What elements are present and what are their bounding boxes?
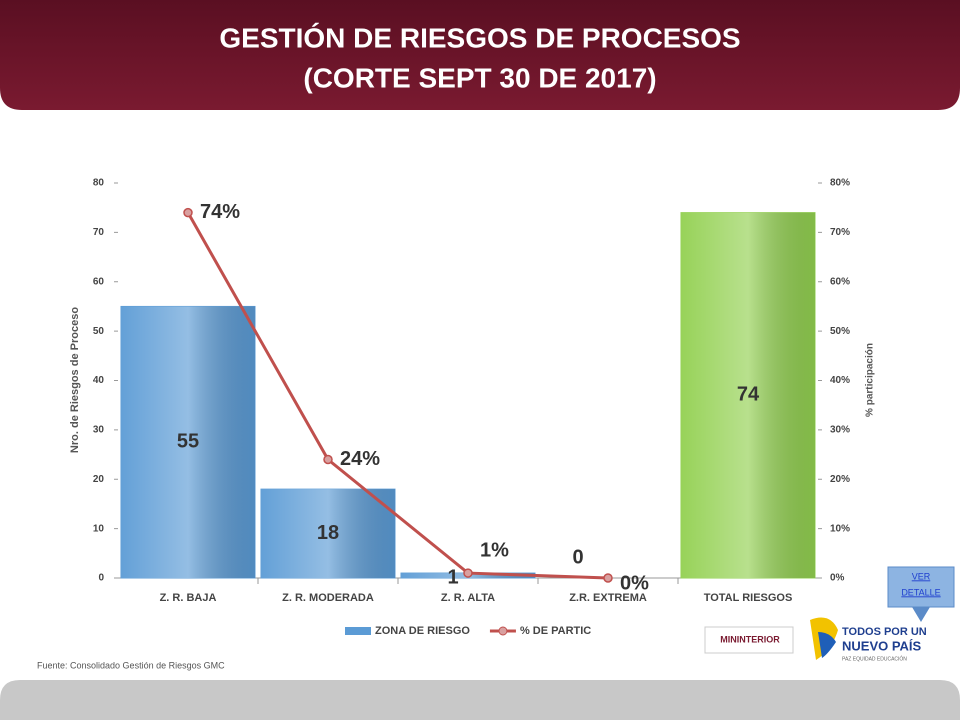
bar-value-label: 18 [317,522,339,544]
y2-tick-label: 70% [830,227,850,238]
x-tick-label: Z. R. BAJA [160,592,217,604]
line-value-label: 0% [620,572,649,594]
x-tick-label: Z. R. ALTA [441,592,495,604]
line [186,211,609,580]
y-axis-label: Nro. de Riesgos de Proceso [69,307,81,453]
x-tick-label: Z. R. MODERADA [282,592,374,604]
title: (CORTE SEPT 30 DE 2017) [303,62,656,93]
legend-swatch [498,626,508,636]
bar-value-label: 1 [447,566,458,588]
y2-tick-label: 50% [830,326,850,337]
line-point [463,568,473,578]
line-value-label: 24% [340,448,380,470]
title: GESTIÓN DE RIESGOS DE PROCESOS [219,22,740,53]
bar-shine [261,489,395,578]
button-text[interactable]: DETALLE [901,587,940,597]
x-tick-label: TOTAL RIESGOS [704,592,793,604]
bar-shine [681,212,815,578]
logo-icon [818,632,836,658]
y2-tick-label: 60% [830,276,850,287]
bar-value-label: 55 [177,431,199,453]
legend-label: ZONA DE RIESGO [375,625,470,637]
y-tick-label: 10 [93,523,105,534]
y2-tick-label: 10% [830,523,850,534]
y-tick-label: 30 [93,425,105,436]
y2-tick-label: 30% [830,425,850,436]
x-tick-label: Z.R. EXTREMA [569,592,647,604]
y2-tick-label: 40% [830,375,850,386]
logo-text: NUEVO PAÍS [842,638,922,653]
y-tick-label: 40 [93,375,105,386]
bar-shine [121,306,255,578]
line-point [603,573,613,583]
y-tick-label: 80 [93,178,105,189]
y-tick-label: 50 [93,326,105,337]
bar-value-label: 0 [572,546,583,568]
y-tick-label: 70 [93,227,105,238]
y2-axis-label: % participación [865,343,876,417]
y2-tick-label: 20% [830,474,850,485]
button-arrow [912,607,930,622]
logo-tagline: PAZ EQUIDAD EDUCACIÓN [842,655,907,662]
logo-text: TODOS POR UN [842,626,927,638]
logo-text: MININTERIOR [720,634,780,644]
y2-tick-label: 80% [830,178,850,189]
y-tick-label: 0 [98,573,104,584]
line-point [323,454,333,465]
source: Fuente: Consolidado Gestión de Riesgos G… [37,660,225,670]
line-value-label: 74% [200,201,240,223]
y-tick-label: 60 [93,276,105,287]
y-tick-label: 20 [93,474,105,485]
detail-button[interactable]: VER DETALLE [887,566,955,622]
footer-band [0,680,960,720]
button-box[interactable] [887,566,955,608]
button-text[interactable]: VER [912,571,931,581]
y2-tick-label: 0% [830,573,845,584]
logo-box [704,626,794,654]
line-point [183,207,193,218]
bar-value-label: 74 [737,384,760,406]
line-value-label: 1% [480,539,509,561]
legend-swatch [345,627,371,635]
legend-label: % DE PARTIC [520,625,591,637]
header-band [0,0,960,110]
